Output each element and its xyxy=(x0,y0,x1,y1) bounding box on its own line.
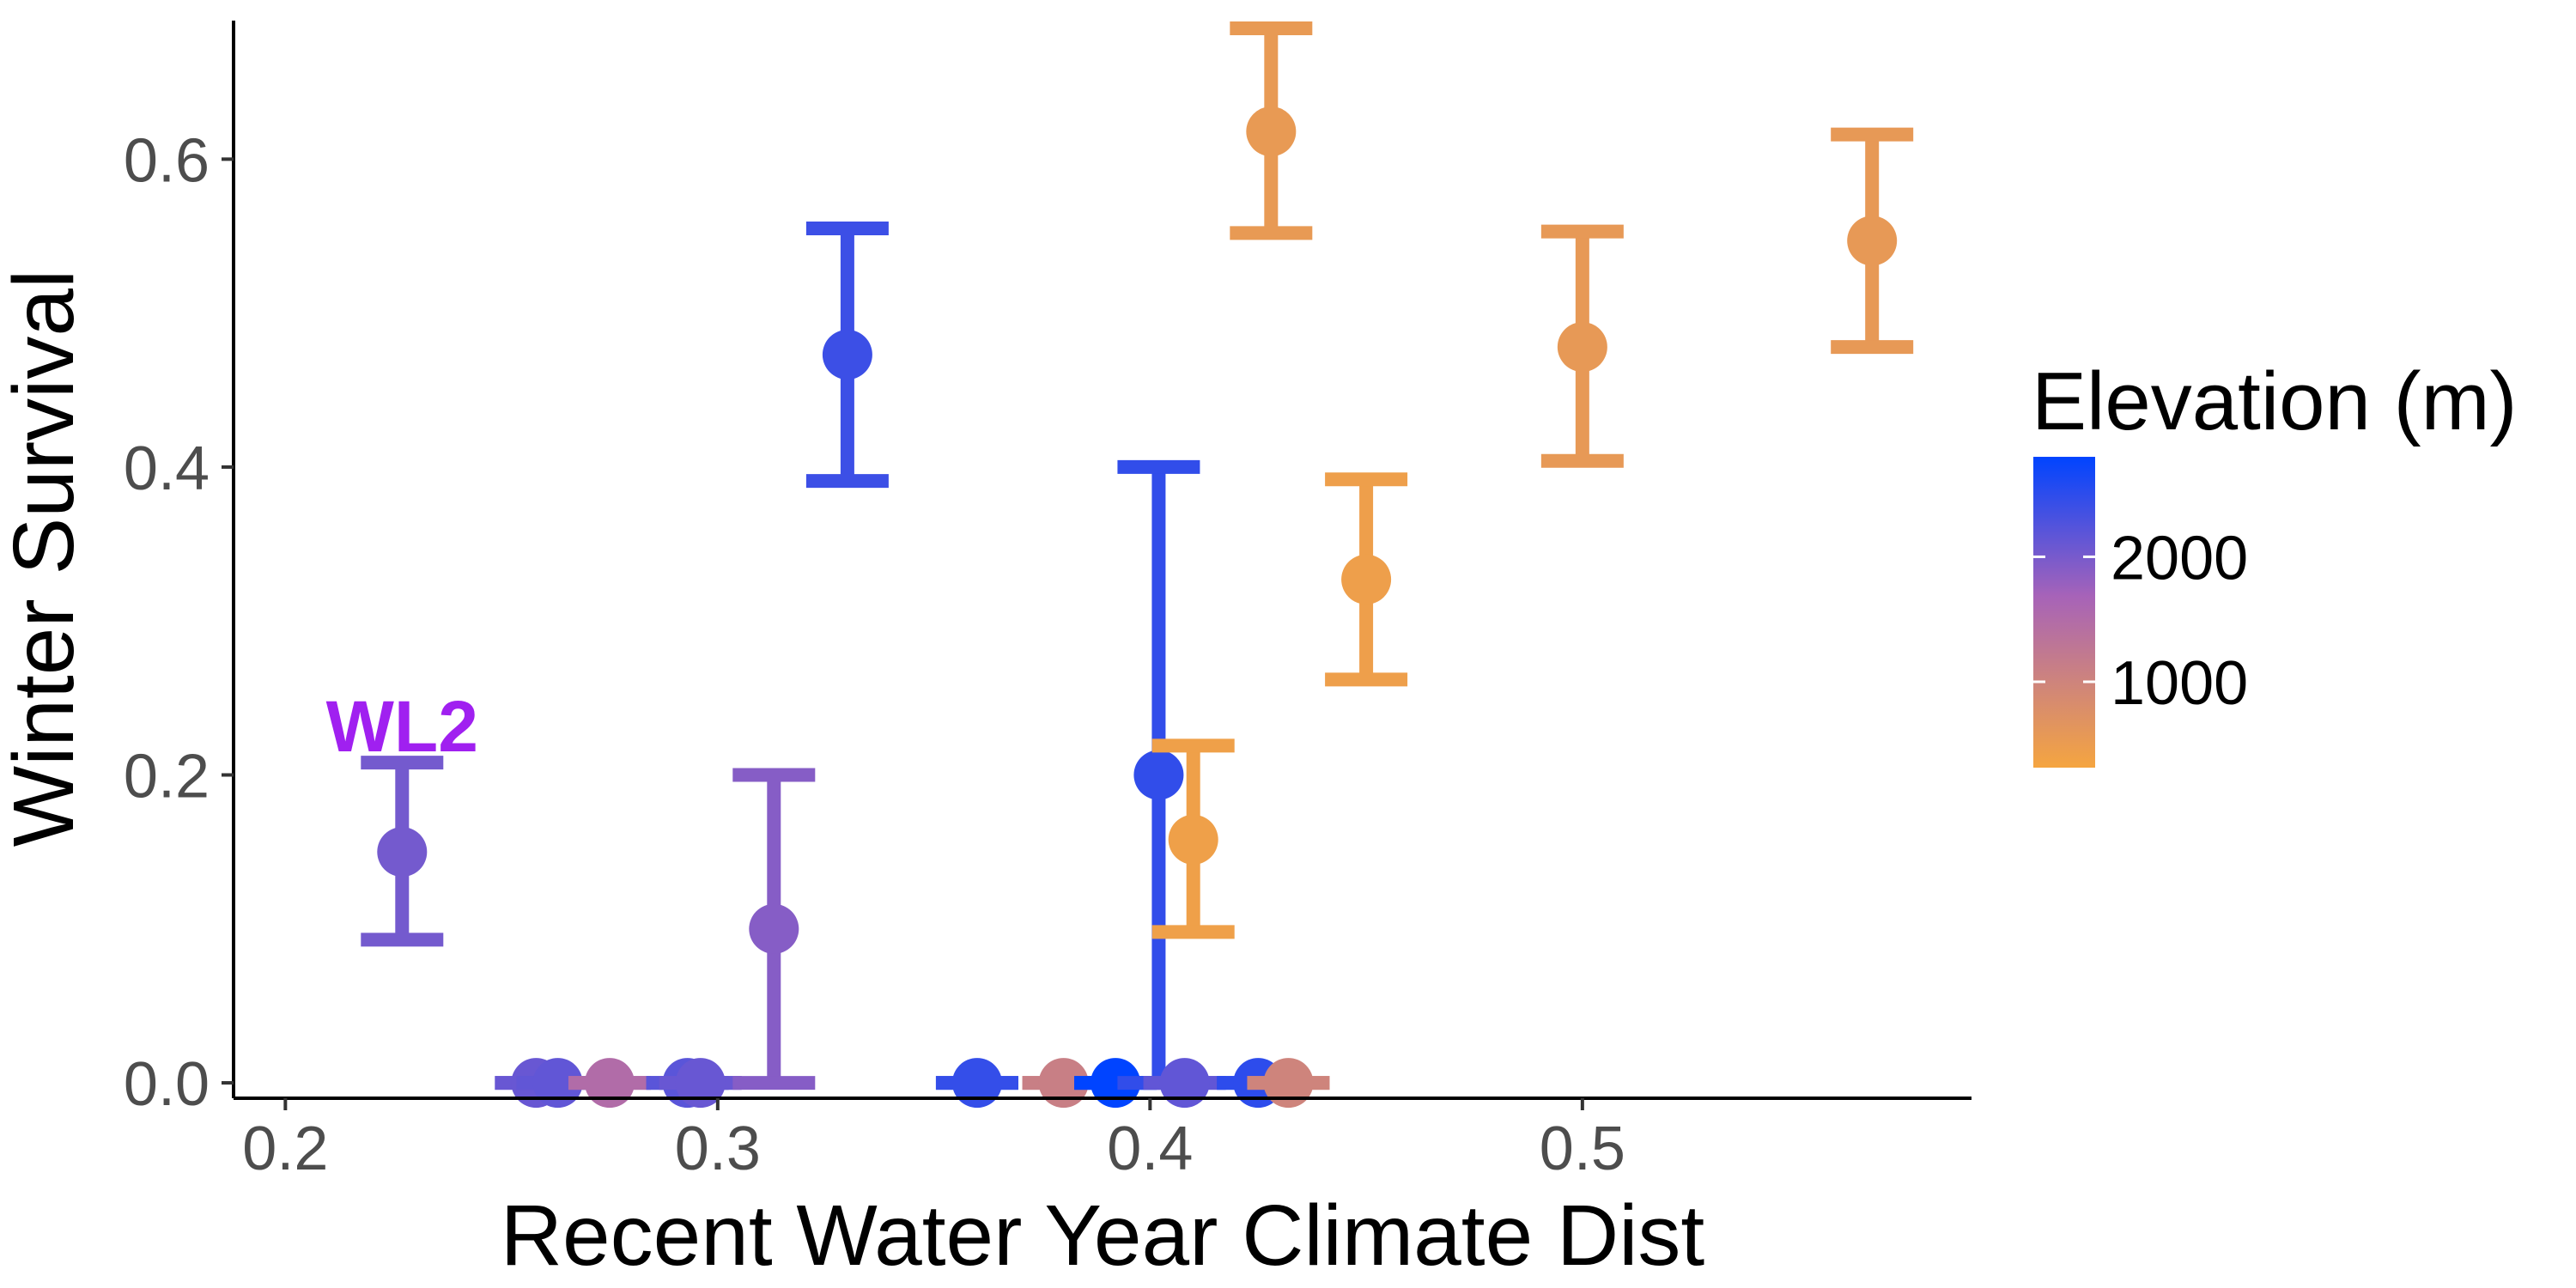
y-tick-label: 0.0 xyxy=(124,1050,210,1119)
data-point-group xyxy=(1143,1058,1226,1109)
data-point-group xyxy=(1540,224,1624,468)
data-point xyxy=(675,1058,726,1109)
data-point-group xyxy=(659,1058,742,1109)
data-point xyxy=(1038,1058,1089,1109)
annotation-wl2: WL2 xyxy=(326,686,478,767)
data-point xyxy=(822,330,872,380)
data-point xyxy=(1557,322,1607,373)
plot-marks xyxy=(361,21,1914,1109)
data-point xyxy=(584,1058,635,1109)
y-tick-label: 0.2 xyxy=(124,743,210,811)
data-point xyxy=(1168,814,1218,865)
x-tick-label: 0.2 xyxy=(242,1115,328,1183)
data-point-group xyxy=(1230,21,1313,240)
data-point-group xyxy=(935,1058,1018,1109)
data-point-group xyxy=(1831,127,1914,355)
x-axis-ticks: 0.2 0.3 0.4 0.5 xyxy=(242,1098,1625,1183)
data-point xyxy=(951,1058,1002,1109)
y-axis-ticks: 0.0 0.2 0.4 0.6 xyxy=(124,126,234,1119)
legend-ticks: 1000 2000 xyxy=(2033,524,2248,718)
data-point xyxy=(1133,750,1184,800)
legend-tick-label: 1000 xyxy=(2111,649,2248,718)
data-point-group xyxy=(732,768,816,1091)
data-point xyxy=(377,827,428,878)
y-tick-label: 0.4 xyxy=(124,434,210,503)
legend: Elevation (m) 1000 2000 xyxy=(2032,355,2518,768)
y-tick-label: 0.6 xyxy=(124,126,210,195)
data-point xyxy=(1159,1058,1210,1109)
data-point-group xyxy=(1151,738,1235,939)
y-axis-title: Winter Survival xyxy=(0,270,92,847)
x-axis-title: Recent Water Year Climate Dist xyxy=(501,1188,1705,1284)
data-point-group xyxy=(361,756,444,947)
data-point xyxy=(749,903,799,954)
data-point-group xyxy=(1325,472,1408,687)
data-point-group xyxy=(1247,1058,1330,1109)
legend-colorbar xyxy=(2033,457,2095,768)
legend-title: Elevation (m) xyxy=(2032,355,2518,447)
data-point xyxy=(1263,1058,1314,1109)
legend-tick-label: 2000 xyxy=(2111,524,2248,592)
data-point xyxy=(1091,1058,1141,1109)
x-tick-label: 0.3 xyxy=(675,1115,761,1183)
data-point xyxy=(1341,554,1392,605)
x-tick-label: 0.5 xyxy=(1540,1115,1625,1183)
data-point xyxy=(1246,106,1297,157)
x-tick-label: 0.4 xyxy=(1107,1115,1193,1183)
data-point-group xyxy=(805,222,889,489)
data-point xyxy=(532,1058,583,1109)
data-point xyxy=(1847,216,1898,266)
data-point-group xyxy=(568,1058,651,1109)
